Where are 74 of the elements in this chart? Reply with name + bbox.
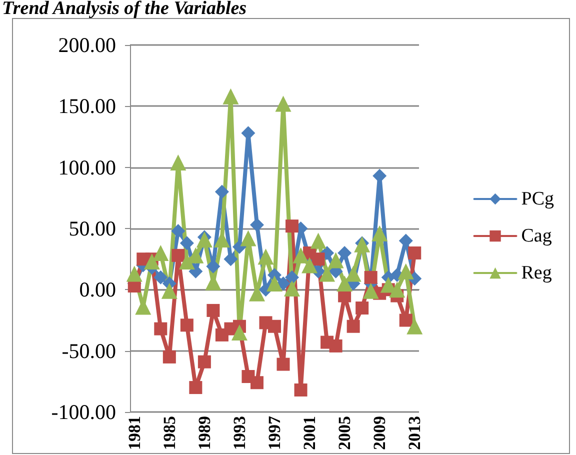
point (286, 220, 299, 233)
point (389, 282, 406, 298)
point (364, 270, 378, 284)
point (222, 88, 239, 104)
point (171, 224, 186, 238)
y-tick-label: 150.00 (58, 94, 116, 118)
point (266, 276, 282, 292)
point (172, 248, 185, 262)
point (189, 381, 202, 394)
point (275, 96, 292, 112)
y-tick-label: 100.00 (58, 155, 116, 180)
point (356, 302, 369, 315)
y-tick-label: 200.00 (58, 33, 116, 57)
point (224, 252, 238, 266)
point (338, 246, 352, 260)
point (180, 236, 194, 250)
y-tick-label: 0.00 (79, 278, 116, 302)
x-tick-label: 2001 (300, 416, 320, 450)
x-tick-label: 2005 (335, 416, 354, 450)
point (345, 266, 362, 282)
point (408, 246, 422, 260)
point (294, 383, 308, 396)
point (292, 247, 309, 264)
point (180, 318, 194, 332)
point (152, 244, 169, 261)
point (310, 232, 326, 249)
point (154, 322, 168, 336)
x-tick-label: 1985 (160, 416, 179, 450)
point (336, 276, 353, 292)
point (284, 280, 300, 296)
point (161, 282, 178, 299)
point (406, 318, 423, 334)
y-tick-label: -100.00 (51, 400, 116, 424)
legend-label: Cag (521, 226, 552, 246)
point (302, 257, 318, 274)
point (162, 350, 176, 364)
legend-label: Reg (521, 262, 552, 284)
point (154, 270, 168, 284)
point (268, 320, 281, 333)
y-tick-label: -50.00 (62, 338, 116, 363)
x-tick-label: 1989 (194, 416, 214, 450)
x-tick-label: 2013 (405, 416, 424, 450)
legend-label: PCg (521, 188, 554, 210)
x-tick-label: 1993 (230, 416, 249, 450)
x-tick-label: 2009 (370, 416, 390, 450)
point (250, 218, 264, 232)
point (328, 252, 344, 268)
point (276, 276, 290, 291)
point (372, 225, 388, 242)
point (329, 339, 342, 352)
point (240, 230, 256, 246)
x-tick-label: 1997 (265, 416, 284, 450)
point (231, 324, 248, 340)
point (196, 232, 212, 248)
point (399, 314, 412, 327)
point (372, 168, 387, 183)
point (346, 320, 360, 333)
point (258, 248, 274, 265)
point (250, 376, 264, 390)
point (398, 263, 414, 280)
point (144, 254, 160, 270)
chart-title: Trend Analysis of the Variables (2, 0, 247, 20)
point (206, 304, 220, 317)
point (198, 355, 211, 368)
point (319, 266, 336, 282)
point (170, 154, 186, 170)
point (285, 270, 300, 284)
point (126, 266, 142, 282)
point (312, 252, 325, 266)
x-tick-label: 1981 (124, 416, 144, 450)
point (276, 358, 290, 371)
point (362, 282, 379, 299)
point (214, 184, 229, 199)
y-tick-label: 50.00 (68, 216, 116, 240)
